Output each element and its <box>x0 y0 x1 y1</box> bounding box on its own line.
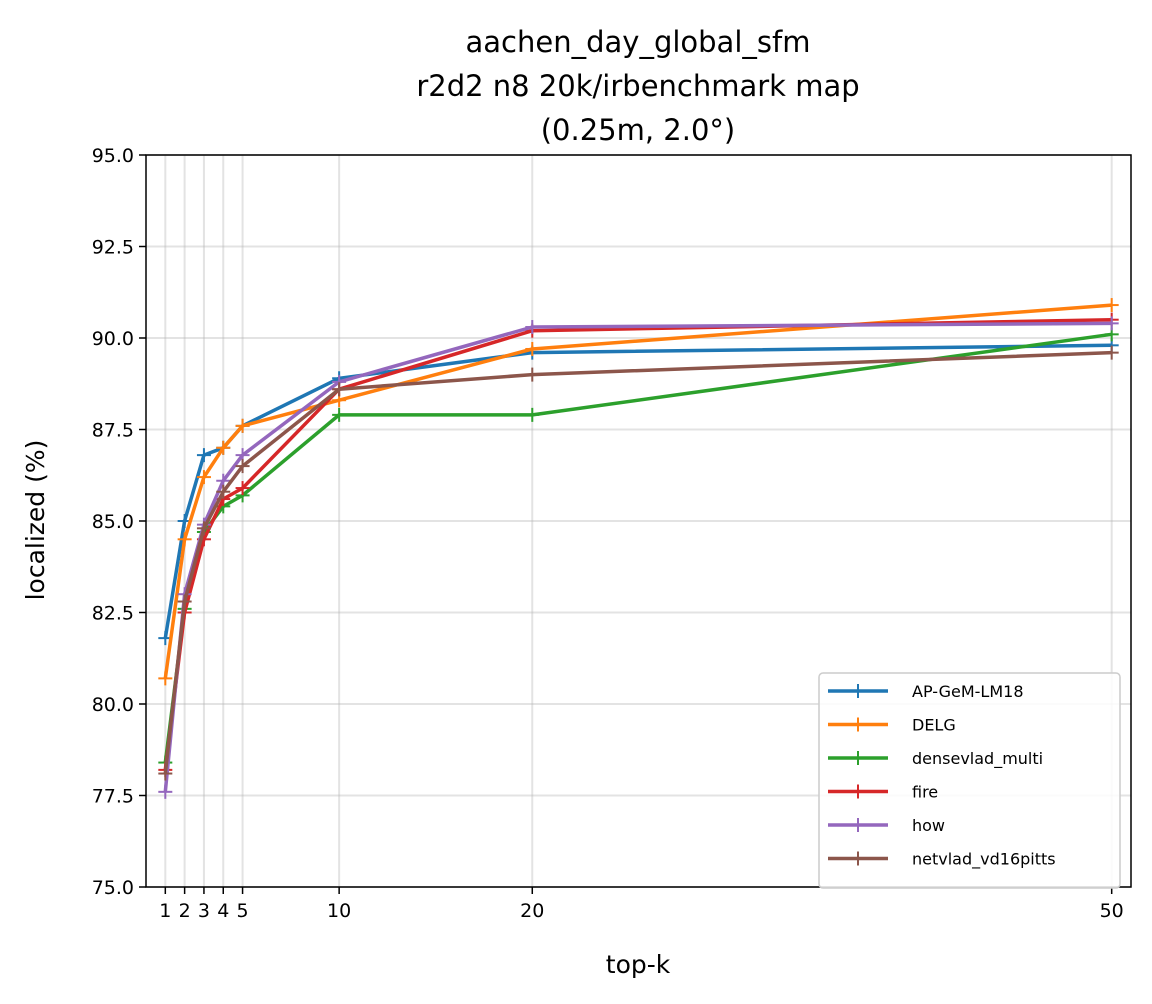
x-tick-label: 3 <box>198 900 210 922</box>
x-tick-label: 1 <box>159 900 171 922</box>
data-point <box>525 367 540 382</box>
data-point <box>235 418 250 433</box>
x-tick-label: 20 <box>520 900 544 922</box>
legend-label: DELG <box>912 716 956 735</box>
series-line <box>163 350 1112 774</box>
legend-label: densevlad_multi <box>912 749 1043 769</box>
y-tick-label: 80.0 <box>92 694 134 716</box>
y-tick-label: 92.5 <box>92 237 134 259</box>
legend-label: how <box>912 816 945 835</box>
x-tick-label: 10 <box>327 900 351 922</box>
data-point <box>177 532 192 547</box>
legend-item-fire: fire <box>828 783 938 802</box>
series-line <box>163 303 1112 679</box>
legend-label: AP-GeM-LM18 <box>912 682 1024 701</box>
data-point <box>235 459 250 474</box>
series-line <box>163 317 1112 771</box>
legend-frame <box>818 672 1121 889</box>
chart-title-line-1: aachen_day_global_sfm <box>466 25 811 59</box>
data-point <box>332 407 347 422</box>
data-point <box>177 594 192 609</box>
data-point <box>1104 345 1119 360</box>
data-point <box>1104 316 1119 331</box>
legend-item-how: how <box>828 816 945 835</box>
legend-item-DELG: DELG <box>828 716 956 735</box>
y-tick-label: 85.0 <box>92 511 134 533</box>
chart-title-line-3: (0.25m, 2.0°) <box>541 113 736 147</box>
data-point <box>158 784 173 799</box>
data-point <box>235 481 250 496</box>
data-point <box>196 521 211 536</box>
series-netvlad_vd16pitts <box>158 345 1119 781</box>
x-tick-label: 5 <box>237 900 249 922</box>
y-tick-label: 77.5 <box>92 786 134 808</box>
data-point <box>158 766 173 781</box>
y-tick-label: 95.0 <box>92 145 134 167</box>
series-AP-GeM-LM18 <box>158 338 1119 646</box>
axis-ticks: 1 2 3 4 5 10 20 50 75.0 77.5 80.0 82.5 85.0 87.5 90.0 9… <box>92 145 1124 922</box>
data-point <box>525 320 540 335</box>
x-tick-label: 2 <box>179 900 191 922</box>
data-point <box>158 671 173 686</box>
data-point <box>525 407 540 422</box>
x-axis-label: top-k <box>606 950 671 979</box>
chart-title-line-2: r2d2 n8 20k/irbenchmark map <box>416 69 859 103</box>
data-point <box>1104 298 1119 313</box>
y-tick-label: 90.0 <box>92 328 134 350</box>
data-point <box>196 470 211 485</box>
y-tick-label: 87.5 <box>92 420 134 442</box>
data-point <box>216 484 231 499</box>
x-tick-label: 4 <box>217 900 229 922</box>
x-tick-label: 50 <box>1100 900 1124 922</box>
data-point <box>196 448 211 463</box>
legend-item-netvlad_vd16pitts: netvlad_vd16pitts <box>828 850 1056 870</box>
y-axis-label: localized (%) <box>21 440 50 601</box>
series-lines <box>158 298 1119 799</box>
legend-item-densevlad_multi: densevlad_multi <box>828 749 1043 769</box>
data-point <box>525 341 540 356</box>
legend-label: netvlad_vd16pitts <box>912 850 1056 870</box>
series-DELG <box>158 298 1119 686</box>
data-point <box>216 440 231 455</box>
legend-item-AP-GeM-LM18: AP-GeM-LM18 <box>828 682 1024 701</box>
data-point <box>332 382 347 397</box>
series-line <box>163 343 1112 639</box>
legend-label: fire <box>912 783 938 802</box>
chart-title: aachen_day_global_sfm r2d2 n8 20k/irbenc… <box>416 25 859 147</box>
y-tick-label: 82.5 <box>92 603 134 625</box>
y-tick-label: 75.0 <box>92 877 134 899</box>
